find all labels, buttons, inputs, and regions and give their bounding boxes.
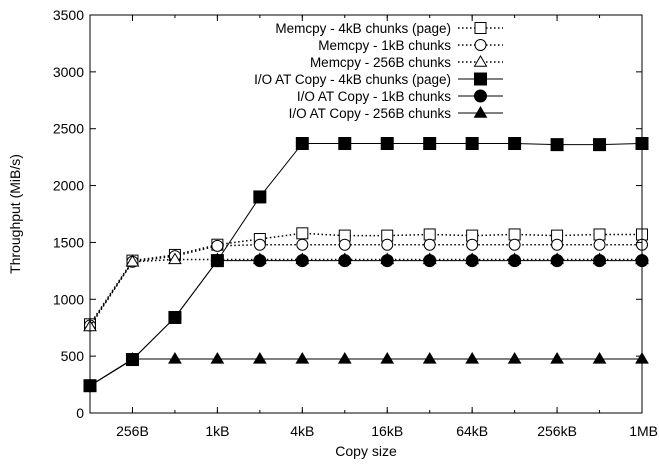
data-point (550, 138, 564, 152)
legend-item: I/O AT Copy - 1kB chunks (297, 89, 503, 104)
data-point (465, 351, 480, 364)
x-tick-label: 256B (116, 423, 149, 439)
legend-item: I/O AT Copy - 4kB chunks (page) (254, 72, 503, 87)
x-tick-label: 4kB (290, 423, 314, 439)
data-point (168, 252, 182, 265)
y-tick-label: 1000 (53, 291, 84, 307)
legend-item: I/O AT Copy - 256B chunks (289, 106, 503, 121)
data-point (295, 136, 309, 150)
data-point (125, 254, 140, 267)
x-tick-label: 1kB (205, 423, 229, 439)
legend-item: Memcpy - 1kB chunks (318, 38, 503, 53)
data-point (423, 238, 436, 251)
legend-marker (473, 106, 488, 118)
data-point (296, 227, 309, 240)
data-point (253, 254, 267, 268)
data-point (338, 238, 351, 251)
data-point (508, 254, 522, 268)
data-point (253, 190, 267, 204)
legend-label: Memcpy - 1kB chunks (318, 38, 451, 53)
data-point (168, 310, 182, 324)
data-point (253, 238, 266, 251)
data-point (380, 254, 394, 268)
data-point (211, 239, 224, 252)
legend-item: Memcpy - 4kB chunks (page) (275, 21, 503, 36)
data-point (593, 228, 606, 241)
data-point (551, 238, 564, 251)
data-point (295, 351, 310, 364)
x-tick-label: 64kB (456, 423, 488, 439)
data-point (550, 351, 564, 364)
data-point (210, 254, 224, 268)
data-point (168, 351, 182, 364)
x-tick-label: 256kB (537, 423, 577, 439)
x-tick-label: 1MB (629, 423, 658, 439)
legend-label: Memcpy - 256B chunks (310, 55, 451, 70)
x-tick-label: 16kB (371, 423, 403, 439)
y-tick-label: 1500 (53, 234, 84, 250)
legend-marker (474, 89, 487, 103)
data-point (252, 351, 267, 364)
data-point (465, 254, 479, 268)
data-point (125, 351, 140, 364)
legend-label: I/O AT Copy - 4kB chunks (page) (254, 72, 451, 87)
data-point (593, 138, 607, 152)
x-axis-label: Copy size (335, 443, 397, 459)
data-point (295, 254, 309, 268)
plot-frame (89, 14, 643, 414)
series-5 (83, 254, 649, 393)
data-point (465, 136, 479, 150)
series-line (89, 358, 642, 387)
data-point (337, 351, 352, 364)
data-point (593, 254, 607, 268)
legend-marker (474, 72, 487, 86)
data-point (550, 254, 564, 268)
series-line (89, 260, 642, 387)
legend-label: Memcpy - 4kB chunks (page) (275, 21, 451, 36)
series-4 (83, 136, 649, 393)
y-axis-label: Throughput (MiB/s) (7, 154, 23, 274)
data-point (466, 238, 479, 251)
y-tick-label: 2000 (53, 178, 84, 194)
data-point (423, 254, 437, 268)
data-point (507, 351, 522, 364)
data-point (423, 136, 437, 150)
y-tick-label: 3000 (53, 64, 84, 80)
y-tick-label: 0 (76, 405, 84, 421)
data-point (380, 351, 395, 364)
data-point (380, 136, 394, 150)
legend-label: I/O AT Copy - 256B chunks (289, 106, 452, 121)
series-line (89, 232, 642, 325)
data-point (508, 136, 522, 150)
legend-label: I/O AT Copy - 1kB chunks (297, 89, 451, 104)
series-layer (83, 136, 649, 393)
data-point (508, 228, 521, 241)
data-point (381, 238, 394, 251)
legend-item: Memcpy - 256B chunks (310, 55, 503, 70)
data-point (338, 254, 352, 268)
data-point (338, 136, 352, 150)
legend-marker (473, 55, 488, 67)
y-tick-label: 500 (61, 348, 85, 364)
legend: Memcpy - 4kB chunks (page) Memcpy - 1kB c… (254, 21, 503, 121)
y-tick-label: 2500 (53, 121, 84, 137)
data-point (508, 238, 521, 251)
data-point (593, 238, 606, 251)
legend-marker (474, 39, 487, 51)
data-point (423, 228, 436, 241)
y-tick-label: 3500 (53, 7, 84, 23)
data-point (210, 351, 225, 364)
data-point (296, 238, 309, 251)
data-point (592, 351, 607, 364)
data-point (422, 351, 437, 364)
legend-marker (474, 22, 487, 34)
series-6 (83, 351, 649, 391)
y-axis: 0 500 1000 1500 2000 2500 3000 3500 (53, 7, 642, 421)
